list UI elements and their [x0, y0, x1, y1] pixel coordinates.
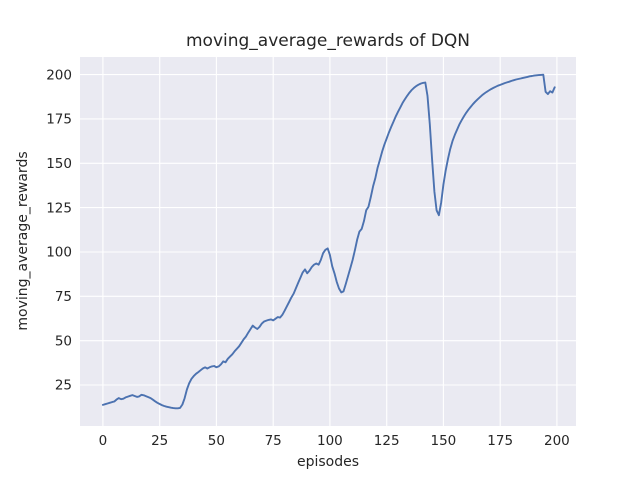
y-tick-label: 175 [46, 112, 72, 128]
x-tick-label: 200 [544, 433, 570, 449]
y-tick-label: 200 [46, 67, 72, 83]
x-tick-label: 0 [99, 433, 108, 449]
x-tick-labels: 0 25 50 75 100 125 150 175 200 [99, 433, 570, 449]
x-axis-label: episodes [297, 454, 359, 470]
y-tick-label: 125 [46, 200, 72, 216]
x-tick-label: 100 [317, 433, 343, 449]
x-tick-label: 150 [431, 433, 457, 449]
x-tick-label: 175 [487, 433, 513, 449]
y-tick-label: 75 [55, 289, 72, 305]
chart-title: moving_average_rewards of DQN [186, 31, 470, 51]
x-tick-label: 25 [151, 433, 168, 449]
x-tick-label: 75 [265, 433, 282, 449]
y-tick-label: 100 [46, 245, 72, 261]
axes-background [80, 57, 576, 426]
y-tick-labels: 25 50 75 100 125 150 175 200 [46, 67, 72, 393]
x-tick-label: 125 [374, 433, 400, 449]
y-tick-label: 150 [46, 156, 72, 172]
series-layer [101, 73, 556, 410]
y-axis-label: moving_average_rewards [15, 151, 31, 330]
y-tick-label: 50 [55, 333, 72, 349]
x-tick-label: 50 [208, 433, 225, 449]
y-tick-label: 25 [55, 378, 72, 394]
series-line-dqn [101, 73, 556, 410]
